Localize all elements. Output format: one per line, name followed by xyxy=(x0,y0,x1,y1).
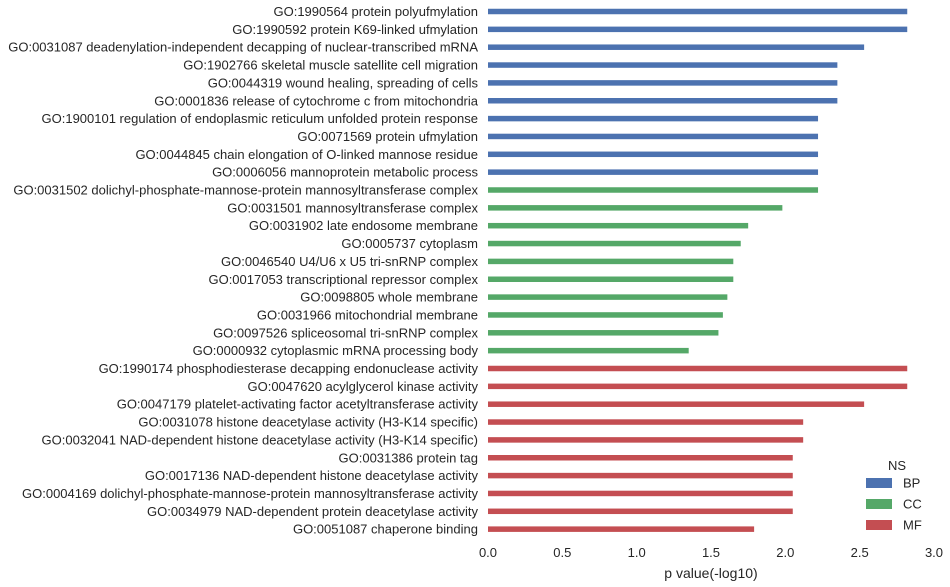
legend-swatch-cc xyxy=(866,499,892,509)
legend-label-bp: BP xyxy=(903,476,920,491)
category-label: GO:0044319 wound healing, spreading of c… xyxy=(208,75,479,90)
bar-mf xyxy=(488,437,804,443)
category-label: GO:0006056 mannoprotein metabolic proces… xyxy=(212,165,478,180)
legend-label-cc: CC xyxy=(903,497,922,512)
category-label: GO:0031078 histone deacetylase activity … xyxy=(138,415,478,430)
bar-bp xyxy=(488,8,908,15)
x-tick-label: 0.5 xyxy=(553,545,571,560)
x-axis: 0.0 0.5 1.0 1.5 2.0 2.5 3.0 xyxy=(479,545,943,560)
bar-cc xyxy=(488,258,734,265)
bar-mf xyxy=(488,526,755,532)
legend: NS BP CC MF xyxy=(866,458,922,533)
category-label: GO:0046540 U4/U6 x U5 tri-snRNP complex xyxy=(221,254,478,269)
bar-mf xyxy=(488,419,804,425)
category-label: GO:0004169 dolichyl-phosphate-mannose-pr… xyxy=(22,486,478,501)
category-label: GO:0031966 mitochondrial membrane xyxy=(257,307,478,322)
bar-cc xyxy=(488,205,783,211)
bar-mf xyxy=(488,401,865,407)
category-label: GO:0001836 release of cytochrome c from … xyxy=(154,93,478,108)
category-label: GO:0031502 dolichyl-phosphate-mannose-pr… xyxy=(13,183,478,198)
x-tick-label: 0.0 xyxy=(479,545,497,560)
bar-mf xyxy=(488,455,793,461)
bar-bp xyxy=(488,151,819,158)
bar-mf xyxy=(488,383,908,390)
bar-bp xyxy=(488,80,838,86)
category-label: GO:0098805 whole membrane xyxy=(300,290,478,305)
bar-cc xyxy=(488,330,719,336)
legend-entries: BP CC MF xyxy=(866,476,922,533)
category-label: GO:1902766 skeletal muscle satellite cel… xyxy=(183,58,478,73)
category-label: GO:0000932 cytoplasmic mRNA processing b… xyxy=(193,343,479,358)
bar-bp xyxy=(488,133,819,140)
bar-bp xyxy=(488,98,838,104)
category-label: GO:0005737 cytoplasm xyxy=(341,236,478,251)
bar-cc xyxy=(488,276,734,282)
x-axis-label: p value(-log10) xyxy=(664,565,757,581)
bar-cc xyxy=(488,347,689,354)
x-tick-label: 1.0 xyxy=(628,545,646,560)
bar-bp xyxy=(488,26,908,33)
category-label: GO:0034979 NAD-dependent protein deacety… xyxy=(147,504,478,519)
category-label: GO:0031501 mannosyltransferase complex xyxy=(227,200,478,215)
legend-title: NS xyxy=(888,458,906,473)
bar-mf xyxy=(488,472,793,479)
legend-swatch-bp xyxy=(866,478,892,488)
category-label: GO:0071569 protein ufmylation xyxy=(297,129,478,144)
category-label: GO:1990174 phosphodiesterase decapping e… xyxy=(99,361,479,376)
bars xyxy=(488,8,908,532)
bar-mf xyxy=(488,490,793,497)
category-label: GO:1990592 protein K69-linked ufmylation xyxy=(232,22,478,37)
bar-bp xyxy=(488,44,865,50)
bar-cc xyxy=(488,312,723,318)
x-tick-label: 2.5 xyxy=(851,545,869,560)
x-tick-label: 1.5 xyxy=(702,545,720,560)
bar-cc xyxy=(488,240,741,247)
legend-label-mf: MF xyxy=(903,518,922,533)
bar-bp xyxy=(488,62,838,68)
bar-mf xyxy=(488,365,908,372)
x-tick-label: 3.0 xyxy=(925,545,943,560)
category-label: GO:0031902 late endosome membrane xyxy=(249,218,478,233)
category-label: GO:0017136 NAD-dependent histone deacety… xyxy=(145,468,479,483)
category-label: GO:0031087 deadenylation-independent dec… xyxy=(8,40,478,55)
bar-mf xyxy=(488,508,793,515)
category-label: GO:0044845 chain elongation of O-linked … xyxy=(135,147,478,162)
bar-cc xyxy=(488,187,819,193)
category-label: GO:0051087 chaperone binding xyxy=(293,522,478,537)
legend-swatch-mf xyxy=(866,520,892,530)
category-label: GO:0047179 platelet-activating factor ac… xyxy=(117,397,479,412)
bar-bp xyxy=(488,169,819,175)
category-label: GO:1900101 regulation of endoplasmic ret… xyxy=(42,111,479,126)
category-labels: GO:1990564 protein polyufmylation GO:1990… xyxy=(8,4,479,537)
category-label: GO:0031386 protein tag xyxy=(339,450,479,465)
category-label: GO:1990564 protein polyufmylation xyxy=(273,4,478,19)
category-label: GO:0032041 NAD-dependent histone deacety… xyxy=(42,432,478,447)
category-label: GO:0097526 spliceosomal tri-snRNP comple… xyxy=(213,325,478,340)
x-tick-label: 2.0 xyxy=(776,545,794,560)
category-label: GO:0047620 acylglycerol kinase activity xyxy=(247,379,478,394)
bar-cc xyxy=(488,294,728,300)
bar-cc xyxy=(488,222,749,229)
bar-bp xyxy=(488,115,819,122)
category-label: GO:0017053 transcriptional repressor com… xyxy=(208,272,478,287)
